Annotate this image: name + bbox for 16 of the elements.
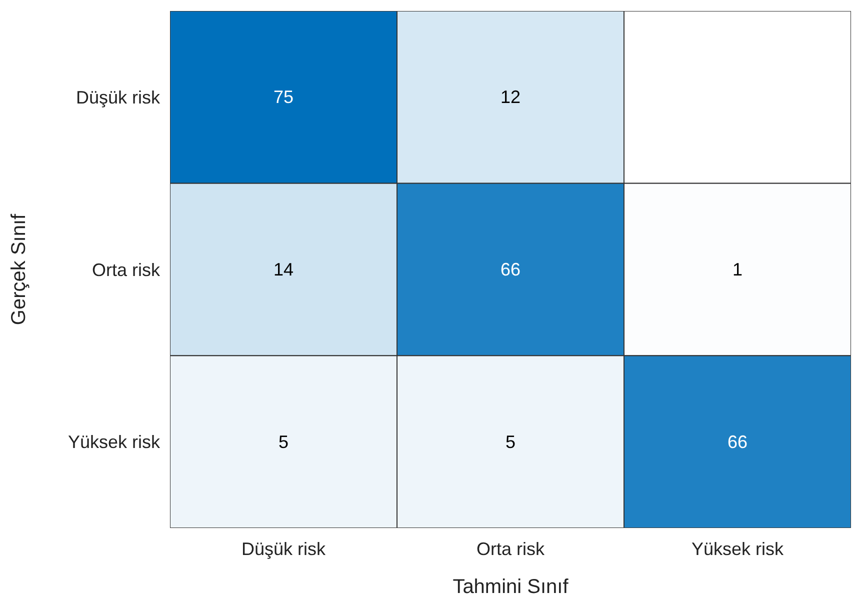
x-tick-label: Orta risk: [476, 538, 546, 559]
data-label: 12: [500, 87, 521, 108]
y-tick-label: Orta risk: [92, 260, 161, 280]
x-tick-label: Yüksek risk: [691, 538, 785, 559]
x-axis-title: Tahmini Sınıf: [452, 576, 569, 595]
data-label: 1: [732, 260, 743, 280]
data-label: 66: [727, 432, 748, 452]
data-label: 75: [273, 87, 294, 108]
data-label: 14: [273, 260, 294, 280]
data-label: 5: [505, 432, 516, 452]
y-tick-label: Düşük risk: [76, 88, 161, 108]
data-label: 66: [500, 260, 521, 280]
y-tick-label: Yüksek risk: [68, 432, 161, 452]
x-tick-label: Düşük risk: [241, 538, 327, 559]
y-axis-title: Gerçek Sınıf: [8, 213, 30, 326]
data-label: 5: [278, 432, 289, 452]
